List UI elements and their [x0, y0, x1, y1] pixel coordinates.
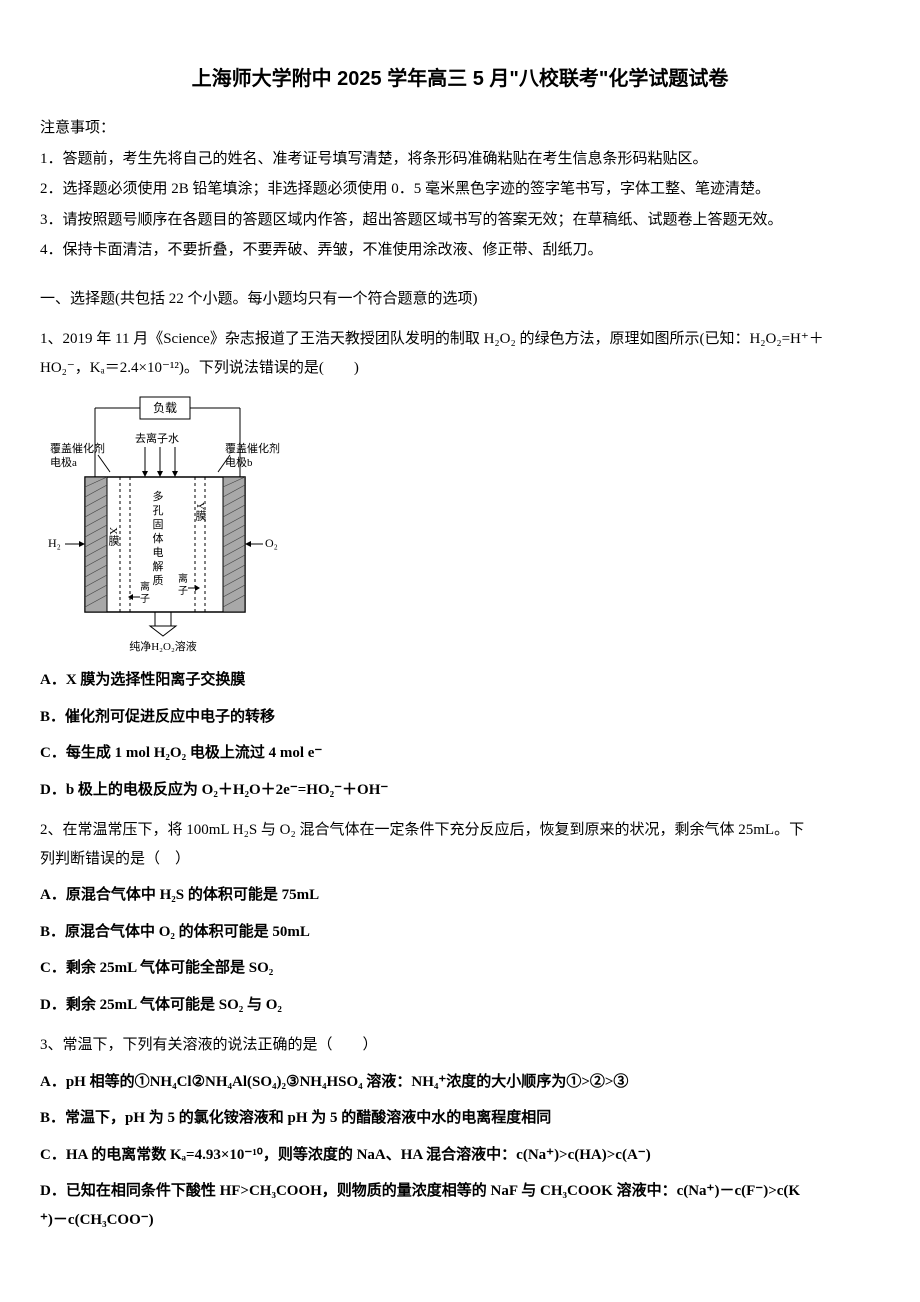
- ion-right: 离: [178, 572, 188, 585]
- stem-line: 1、2019 年 11 月《Science》杂志报道了王浩天教授团队发明的制取 …: [40, 331, 824, 347]
- porous: 电: [153, 546, 164, 559]
- water-label: 去离子水: [135, 431, 179, 445]
- ion-left: 离: [140, 580, 150, 593]
- question-stem: 1、2019 年 11 月《Science》杂志报道了王浩天教授团队发明的制取 …: [40, 325, 880, 382]
- option-b: B．原混合气体中 O₂ 的体积可能是 50mL: [40, 918, 880, 947]
- o2-label: O₂: [265, 536, 278, 550]
- question-stem: 2、在常温常压下，将 100mL H₂S 与 O₂ 混合气体在一定条件下充分反应…: [40, 816, 880, 873]
- option-a: A．pH 相等的①NH₄Cl②NH₄Al(SO₄)₂③NH₄HSO₄ 溶液：NH…: [40, 1068, 880, 1097]
- option-a: A．X 膜为选择性阳离子交换膜: [40, 666, 880, 695]
- stem-line: 2、在常温常压下，将 100mL H₂S 与 O₂ 混合气体在一定条件下充分反应…: [40, 822, 804, 838]
- notice-item: 2．选择题必须使用 2B 铅笔填涂；非选择题必须使用 0．5 毫米黑色字迹的签字…: [40, 175, 880, 204]
- option-d: D．b 极上的电极反应为 O₂＋H₂O＋2e⁻=HO₂⁻＋OH⁻: [40, 776, 880, 805]
- option-c: C．HA 的电离常数 Kₐ=4.93×10⁻¹⁰，则等浓度的 NaA、HA 混合…: [40, 1141, 880, 1170]
- electrolysis-diagram: 负载 覆盖催化剂 电极a 覆盖催化剂 电极b 去离子水: [40, 392, 280, 652]
- option-a: A．原混合气体中 H₂S 的体积可能是 75mL: [40, 881, 880, 910]
- porous: 固: [153, 518, 164, 531]
- ymem-label: Y膜: [194, 502, 207, 522]
- electrode-b-label2: 电极b: [225, 455, 253, 469]
- question-2: 2、在常温常压下，将 100mL H₂S 与 O₂ 混合气体在一定条件下充分反应…: [40, 816, 880, 1019]
- electrode-a-label: 覆盖催化剂: [50, 441, 105, 455]
- question-1: 1、2019 年 11 月《Science》杂志报道了王浩天教授团队发明的制取 …: [40, 325, 880, 804]
- electrode-a-label2: 电极a: [50, 455, 77, 469]
- exam-title: 上海师大学附中 2025 学年高三 5 月"八校联考"化学试题试卷: [40, 60, 880, 98]
- output-label: 纯净H₂O₂溶液: [129, 639, 197, 652]
- h2-label: H₂: [48, 536, 61, 550]
- porous: 孔: [153, 504, 164, 517]
- option-d-line2: ⁺)－c(CH₃COO⁻): [40, 1212, 154, 1228]
- load-label: 负载: [153, 401, 177, 415]
- electrode-b-label: 覆盖催化剂: [225, 441, 280, 455]
- notice-item: 3．请按照题号顺序在各题目的答题区域内作答，超出答题区域书写的答案无效；在草稿纸…: [40, 206, 880, 235]
- stem-line: 列判断错误的是（ ）: [40, 851, 190, 867]
- porous: 体: [153, 531, 164, 545]
- notice-header: 注意事项：: [40, 114, 880, 143]
- question-stem: 3、常温下，下列有关溶液的说法正确的是（ ）: [40, 1031, 880, 1060]
- notice-item: 4．保持卡面清洁，不要折叠，不要弄破、弄皱，不准使用涂改液、修正带、刮纸刀。: [40, 236, 880, 265]
- section-header: 一、选择题(共包括 22 个小题。每小题均只有一个符合题意的选项): [40, 285, 880, 314]
- porous: 多: [153, 489, 164, 503]
- xmem-label: X膜: [107, 527, 120, 547]
- option-c: C．剩余 25mL 气体可能全部是 SO₂: [40, 954, 880, 983]
- question-3: 3、常温下，下列有关溶液的说法正确的是（ ） A．pH 相等的①NH₄Cl②NH…: [40, 1031, 880, 1234]
- option-d: D．已知在相同条件下酸性 HF>CH₃COOH，则物质的量浓度相等的 NaF 与…: [40, 1177, 880, 1234]
- ion-right2: 子: [178, 585, 188, 597]
- option-b: B．催化剂可促进反应中电子的转移: [40, 703, 880, 732]
- option-c: C．每生成 1 mol H₂O₂ 电极上流过 4 mol e⁻: [40, 739, 880, 768]
- stem-line: HO₂⁻，Kₐ＝2.4×10⁻¹²)。下列说法错误的是( ): [40, 360, 359, 376]
- option-d-line1: D．已知在相同条件下酸性 HF>CH₃COOH，则物质的量浓度相等的 NaF 与…: [40, 1183, 800, 1199]
- porous: 解: [153, 559, 164, 573]
- porous: 质: [153, 574, 164, 587]
- notice-item: 1．答题前，考生先将自己的姓名、准考证号填写清楚，将条形码准确粘贴在考生信息条形…: [40, 145, 880, 174]
- ion-left2: 子: [140, 593, 150, 605]
- option-d: D．剩余 25mL 气体可能是 SO₂ 与 O₂: [40, 991, 880, 1020]
- option-b: B．常温下，pH 为 5 的氯化铵溶液和 pH 为 5 的醋酸溶液中水的电离程度…: [40, 1104, 880, 1133]
